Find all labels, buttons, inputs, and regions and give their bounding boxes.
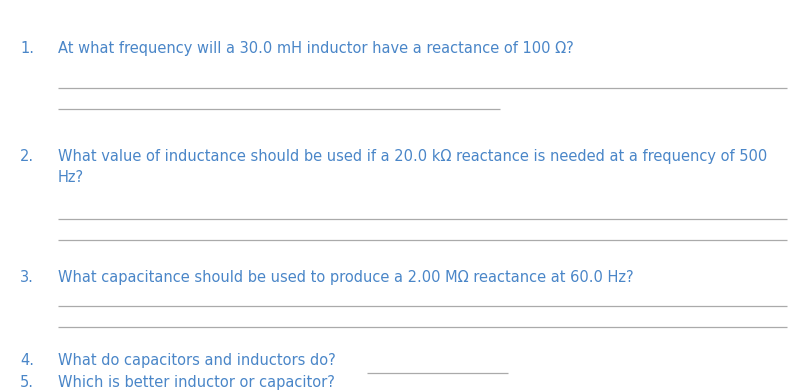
Text: At what frequency will a 30.0 mH inductor have a reactance of 100 Ω?: At what frequency will a 30.0 mH inducto… — [58, 41, 574, 56]
Text: What do capacitors and inductors do?: What do capacitors and inductors do? — [58, 353, 336, 368]
Text: 2.: 2. — [20, 149, 35, 163]
Text: What capacitance should be used to produce a 2.00 MΩ reactance at 60.0 Hz?: What capacitance should be used to produ… — [58, 270, 633, 285]
Text: 1.: 1. — [20, 41, 34, 56]
Text: Which is better inductor or capacitor?: Which is better inductor or capacitor? — [58, 375, 335, 389]
Text: 5.: 5. — [20, 375, 34, 389]
Text: 4.: 4. — [20, 353, 34, 368]
Text: 3.: 3. — [20, 270, 34, 285]
Text: What value of inductance should be used if a 20.0 kΩ reactance is needed at a fr: What value of inductance should be used … — [58, 149, 767, 185]
